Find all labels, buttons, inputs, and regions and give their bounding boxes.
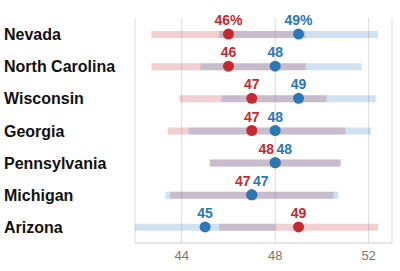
svg-text:46: 46 — [221, 44, 237, 60]
svg-text:48: 48 — [276, 141, 292, 157]
svg-text:North Carolina: North Carolina — [8, 58, 115, 75]
svg-text:47: 47 — [235, 173, 251, 189]
svg-text:46%: 46% — [214, 12, 243, 28]
svg-text:47: 47 — [244, 76, 260, 92]
svg-text:44: 44 — [174, 248, 188, 263]
svg-text:Arizona: Arizona — [8, 219, 63, 236]
svg-text:45: 45 — [197, 205, 213, 221]
svg-text:Michigan: Michigan — [8, 187, 73, 204]
svg-text:48: 48 — [258, 141, 274, 157]
svg-text:48: 48 — [267, 109, 283, 125]
svg-text:47: 47 — [244, 109, 260, 125]
svg-text:Pennsylvania: Pennsylvania — [8, 155, 106, 172]
svg-text:49: 49 — [291, 76, 307, 92]
svg-text:Georgia: Georgia — [8, 123, 65, 140]
svg-text:48: 48 — [267, 44, 283, 60]
svg-text:48: 48 — [268, 248, 282, 263]
svg-text:52: 52 — [361, 248, 375, 263]
svg-text:47: 47 — [253, 173, 269, 189]
svg-text:Nevada: Nevada — [8, 26, 61, 43]
svg-text:49%: 49% — [285, 12, 314, 28]
svg-text:49: 49 — [291, 205, 307, 221]
svg-text:Wisconsin: Wisconsin — [8, 90, 84, 107]
